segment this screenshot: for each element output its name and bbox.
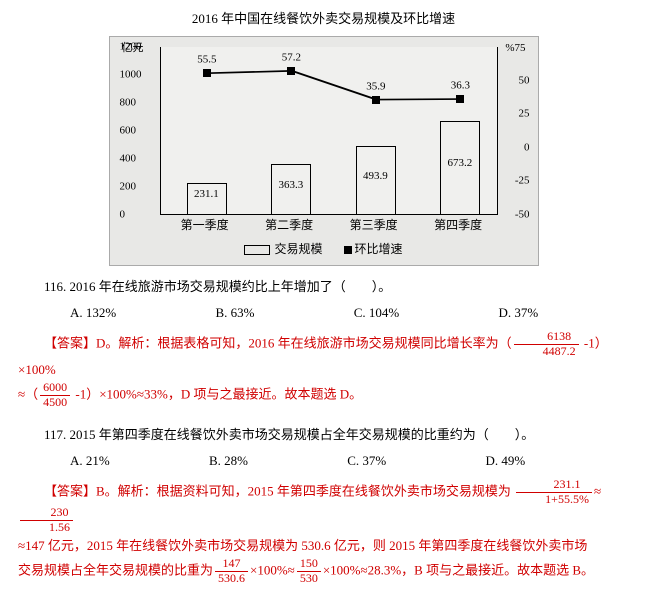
q116-opt-a: A. 132% (44, 302, 116, 324)
legend-line-label: 环比增速 (355, 242, 403, 256)
y-right-tick: 25 (519, 105, 530, 124)
bar-value-label: 231.1 (176, 185, 236, 204)
q117-opt-a: A. 21% (44, 450, 110, 472)
bar-value-label: 673.2 (430, 154, 490, 173)
q117-opt-c: C. 37% (321, 450, 386, 472)
y-left-tick: 400 (120, 150, 137, 169)
legend-bar-label: 交易规模 (274, 242, 322, 256)
y-right-tick: -25 (515, 172, 530, 191)
line-value-label: 55.5 (197, 51, 216, 70)
q116-answer: 【答案】D。解析：根据表格可知，2016 年在线旅游市场交易规模同比增长率为（6… (18, 330, 629, 409)
line-point (203, 69, 211, 77)
q117-opt-d: D. 49% (459, 450, 525, 472)
q117-opt-b: B. 28% (183, 450, 248, 472)
chart-container: 亿元 %75 12001000800600400200050250-25-502… (109, 36, 539, 266)
q116-stem: 116. 2016 年在线旅游市场交易规模约比上年增加了（ ）。 (18, 276, 629, 298)
q116-opt-d: D. 37% (472, 302, 538, 324)
q116-opt-c: C. 104% (328, 302, 400, 324)
q116-options: A. 132% B. 63% C. 104% D. 37% (18, 302, 629, 324)
y-right-tick: 0 (524, 139, 530, 158)
q116-opt-b: B. 63% (189, 302, 254, 324)
bar-value-label: 493.9 (345, 167, 405, 186)
y-left-tick: 0 (120, 206, 126, 225)
y-left-tick: 1200 (120, 38, 142, 57)
q117-answer: 【答案】B。解析：根据资料可知，2015 年第四季度在线餐饮外卖市场交易规模为 … (18, 478, 629, 586)
chart-plot-area: 亿元 %75 12001000800600400200050250-25-502… (160, 47, 498, 215)
line-value-label: 57.2 (282, 49, 301, 68)
line-point (456, 95, 464, 103)
y-right-tick: 50 (519, 71, 530, 90)
category-label: 第二季度 (254, 215, 324, 235)
y-left-tick: 600 (120, 122, 137, 141)
q117-stem: 117. 2015 年第四季度在线餐饮外卖市场交易规模占全年交易规模的比重约为（… (18, 424, 629, 446)
y-right-unit: %75 (505, 39, 525, 58)
line-point (372, 96, 380, 104)
q117-options: A. 21% B. 28% C. 37% D. 49% (18, 450, 629, 472)
line-value-label: 35.9 (366, 77, 385, 96)
line-point (287, 67, 295, 75)
category-label: 第三季度 (339, 215, 409, 235)
y-left-tick: 1000 (120, 66, 142, 85)
y-left-tick: 200 (120, 178, 137, 197)
y-left-tick: 800 (120, 94, 137, 113)
category-label: 第一季度 (170, 215, 240, 235)
category-label: 第四季度 (423, 215, 493, 235)
y-right-tick: -50 (515, 206, 530, 225)
chart-title: 2016 年中国在线餐饮外卖交易规模及环比增速 (18, 8, 629, 30)
bar-value-label: 363.3 (261, 176, 321, 195)
chart-legend: 交易规模 环比增速 (110, 239, 538, 259)
line-value-label: 36.3 (451, 77, 470, 96)
